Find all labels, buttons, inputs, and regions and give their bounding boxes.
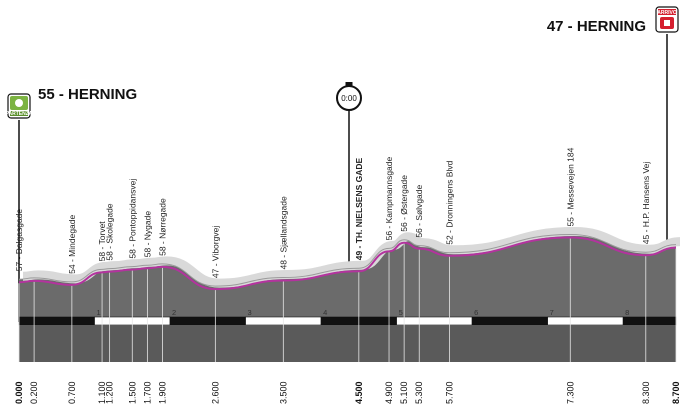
- waypoint-km-label: 1.100: [97, 381, 107, 404]
- profile-area: [19, 234, 676, 322]
- km-tick-label: 7: [550, 308, 554, 317]
- waypoint-label: 56 - Kampmannsgade: [384, 156, 394, 240]
- route-line: [18, 236, 677, 291]
- km-segment: [169, 316, 246, 326]
- km-tick-label: 8: [625, 308, 629, 317]
- waypoint-label: 49 - TH. NIELSENS GADE: [354, 157, 364, 260]
- waypoint-km-label: 4.500: [354, 381, 364, 404]
- waypoint-km-label: 7.300: [565, 381, 575, 404]
- waypoint-label: 45 - H.P. Hansens Vej: [641, 162, 651, 245]
- waypoint-label: 58 - Torvet: [97, 221, 107, 262]
- km-segment: [622, 316, 677, 326]
- waypoint-km-label: 5.300: [414, 381, 424, 404]
- waypoint-label: 56 - Sølvgade: [414, 184, 424, 237]
- waypoint-km-label: 2.600: [210, 381, 220, 404]
- waypoint-km-label: 1.700: [142, 381, 152, 404]
- profile-top-band: [22, 227, 681, 288]
- waypoint-label: 57 - Dalgasgade: [14, 209, 24, 272]
- waypoint-km-label: 5.100: [399, 381, 409, 404]
- waypoint-label: 58 - Skolegade: [105, 203, 115, 260]
- profile-edge: [18, 234, 677, 287]
- km-tick-label: 4: [323, 308, 327, 317]
- waypoint-km-label: 4.900: [384, 381, 394, 404]
- waypoint-km-label: 5.700: [444, 381, 454, 404]
- elevation-profile: 1 2 3 4 5 6 7 8: [18, 227, 681, 362]
- km-tick-label: 3: [248, 308, 252, 317]
- finish-marker: ARRIVO 47 - HERNING: [547, 6, 679, 240]
- waypoint-labels: 57 - Dalgasgade 0.000 0.200 54 - Mindegade 0…: [14, 147, 681, 404]
- waypoint-label: 56 - Østergade: [399, 175, 409, 232]
- waypoint-label: 52 - Dronningens Blvd: [444, 160, 454, 244]
- waypoint-km-label: 0.700: [67, 381, 77, 404]
- waypoint-km-label: 3.500: [278, 381, 288, 404]
- waypoint-km-label: 1.200: [105, 381, 115, 404]
- stopwatch-icon: [336, 85, 362, 111]
- waypoint-label: 58 - Nygade: [142, 211, 152, 258]
- waypoint-km-label: 8.700: [671, 381, 681, 404]
- waypoint-km-label: 1.900: [157, 381, 167, 404]
- km-tick-label: 6: [474, 308, 478, 317]
- waypoint-km-label: 0.200: [29, 381, 39, 404]
- start-title: 55 - HERNING: [38, 86, 137, 103]
- tree-icon: [15, 99, 23, 107]
- start-marker: PARTENZA 55 - HERNING: [6, 86, 137, 322]
- start-badge-label: PARTENZA: [6, 111, 33, 117]
- waypoint-label: 47 - Viborgvej: [210, 226, 220, 278]
- km-tick-label: 2: [172, 308, 176, 317]
- waypoint-label: 58 - Pontoppidansvej: [127, 179, 137, 259]
- waypoint-label: 58 - Nørregade: [157, 198, 167, 256]
- km-tick-label: 1: [97, 308, 101, 317]
- km-segment: [396, 316, 473, 326]
- km-segment: [471, 316, 548, 326]
- km-tick-label: 5: [399, 308, 403, 317]
- profile-base: [19, 325, 676, 362]
- waypoint-label: 55 - Messevejen 184: [565, 147, 575, 226]
- waypoint-km-label: 0.000: [14, 381, 24, 404]
- finish-title: 47 - HERNING: [547, 18, 646, 35]
- finish-badge-label: ARRIVO: [657, 10, 677, 16]
- km-segment: [547, 316, 624, 326]
- waypoint-km-label: 8.300: [641, 381, 651, 404]
- km-segment: [18, 316, 95, 326]
- stopwatch-time: 0:00: [341, 94, 357, 103]
- waypoint-km-label: 1.500: [127, 381, 137, 404]
- waypoint-label: 54 - Mindegade: [67, 215, 77, 274]
- waypoint-label: 48 - Sjællandsgade: [278, 196, 288, 270]
